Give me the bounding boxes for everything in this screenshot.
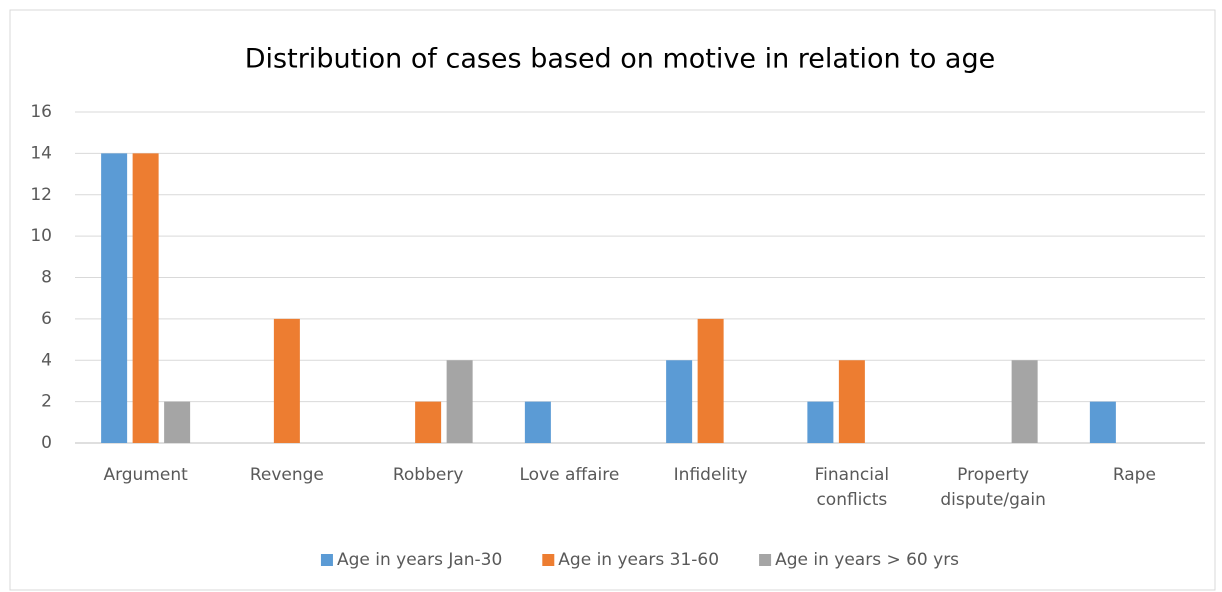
bar — [807, 401, 834, 443]
legend-swatch — [542, 554, 555, 566]
legend-swatch — [320, 554, 333, 566]
bar — [415, 401, 442, 443]
y-tick-label: 10 — [30, 226, 52, 246]
y-tick-label: 0 — [41, 433, 52, 453]
bar — [273, 318, 300, 443]
legend-label: Age in years 31-60 — [558, 550, 719, 570]
x-tick-label: Love affaire — [519, 465, 619, 485]
x-tick-label: Argument — [103, 465, 188, 485]
bar — [446, 360, 473, 443]
legend-swatch — [759, 554, 772, 566]
y-tick-label: 4 — [41, 350, 52, 370]
y-tick-label: 2 — [41, 392, 52, 412]
y-tick-label: 14 — [30, 143, 52, 163]
bar — [164, 401, 191, 443]
chart-frame — [9, 9, 1216, 591]
y-tick-label: 6 — [41, 309, 52, 329]
bar — [1089, 401, 1116, 443]
bar — [1011, 360, 1038, 443]
x-tick-label: Property dispute/gain — [940, 465, 1046, 510]
chart-title: Distribution of cases based on motive in… — [245, 44, 995, 75]
legend-label: Age in years > 60 yrs — [775, 550, 959, 570]
y-tick-label: 8 — [41, 268, 52, 288]
x-tick-label: Rape — [1113, 465, 1156, 485]
y-tick-label: 12 — [30, 185, 52, 205]
x-tick-label: Financial conflicts — [815, 465, 889, 510]
bar — [666, 360, 693, 443]
bar — [132, 153, 159, 443]
x-tick-label: Robbery — [393, 465, 464, 485]
y-tick-label: 16 — [30, 102, 52, 122]
bar — [524, 401, 551, 443]
bar — [101, 153, 128, 443]
bar — [838, 360, 865, 443]
x-tick-label: Revenge — [250, 465, 324, 485]
x-tick-label: Infidelity — [674, 465, 748, 485]
bar — [697, 318, 724, 443]
legend-label: Age in years Jan-30 — [337, 550, 502, 570]
